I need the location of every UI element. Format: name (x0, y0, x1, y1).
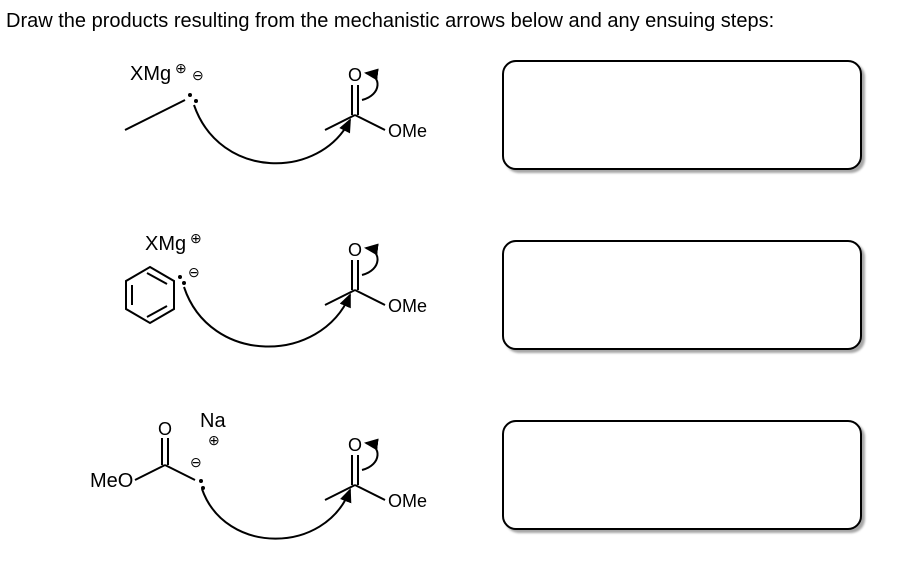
ester-structure: O OMe (325, 435, 427, 511)
bond (155, 100, 185, 115)
mechanism-arrow (194, 105, 350, 163)
lone-pair-dot (182, 281, 186, 285)
plus-charge-icon: ⊕ (175, 60, 187, 76)
reaction-row-2: XMg ⊕ ⊖ O OMe (0, 225, 912, 390)
meo-label: MeO (90, 470, 133, 492)
ester-structure: O OMe (325, 65, 427, 141)
phenyl-ring (126, 267, 174, 323)
carbonyl-o-label: O (158, 419, 172, 439)
lone-pair-dot (188, 93, 192, 97)
page-title: Draw the products resulting from the mec… (6, 10, 774, 33)
mechanism-arrow (362, 73, 378, 100)
xmg-label: XMg (145, 233, 186, 255)
ome-label: OMe (388, 121, 427, 141)
reaction-row-3: Na ⊕ MeO O ⊖ O OMe (0, 405, 912, 570)
plus-charge-icon: ⊕ (208, 432, 220, 448)
minus-charge-icon: ⊖ (190, 454, 202, 470)
minus-charge-icon: ⊖ (192, 67, 204, 83)
mechanism-arrow (184, 287, 350, 347)
ester-structure: O OMe (325, 240, 427, 316)
reaction-diagram-2: XMg ⊕ ⊖ O OMe (90, 225, 490, 390)
answer-box-3[interactable] (502, 420, 862, 530)
reaction-row-1: XMg ⊕ ⊖ O OMe (0, 45, 912, 210)
ome-label: OMe (388, 296, 427, 316)
reaction-diagram-1: XMg ⊕ ⊖ O OMe (90, 45, 490, 210)
lone-pair-dot (199, 479, 203, 483)
ome-label: OMe (388, 491, 427, 511)
lone-pair-dot (194, 99, 198, 103)
answer-box-1[interactable] (502, 60, 862, 170)
na-label: Na (200, 410, 226, 432)
carbonyl-o-label: O (348, 65, 362, 85)
answer-box-2[interactable] (502, 240, 862, 350)
carbonyl-o-label: O (348, 240, 362, 260)
xmg-label: XMg (130, 63, 171, 85)
reaction-diagram-3: Na ⊕ MeO O ⊖ O OMe (90, 405, 490, 570)
lone-pair-dot (178, 275, 182, 279)
mechanism-arrow (362, 248, 378, 275)
plus-charge-icon: ⊕ (190, 230, 202, 246)
minus-charge-icon: ⊖ (188, 264, 200, 280)
mechanism-arrow (362, 443, 378, 470)
carbonyl-o-label: O (348, 435, 362, 455)
bond (135, 465, 165, 480)
bond (125, 115, 155, 130)
mechanism-arrow (202, 489, 350, 539)
